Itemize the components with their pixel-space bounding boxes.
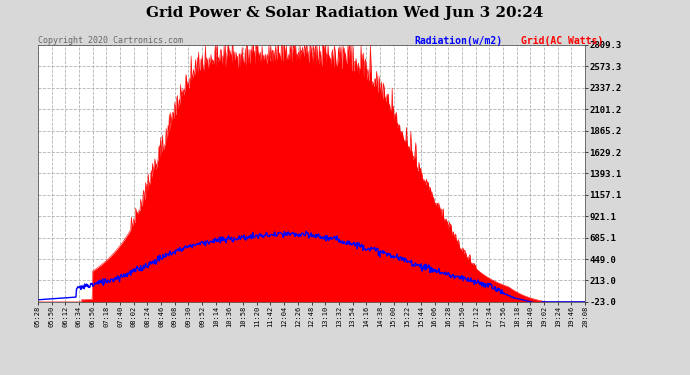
Text: Radiation(w/m2): Radiation(w/m2) bbox=[414, 36, 502, 46]
Text: Copyright 2020 Cartronics.com: Copyright 2020 Cartronics.com bbox=[38, 36, 183, 45]
Text: Grid(AC Watts): Grid(AC Watts) bbox=[521, 36, 603, 46]
Text: Grid Power & Solar Radiation Wed Jun 3 20:24: Grid Power & Solar Radiation Wed Jun 3 2… bbox=[146, 6, 544, 20]
